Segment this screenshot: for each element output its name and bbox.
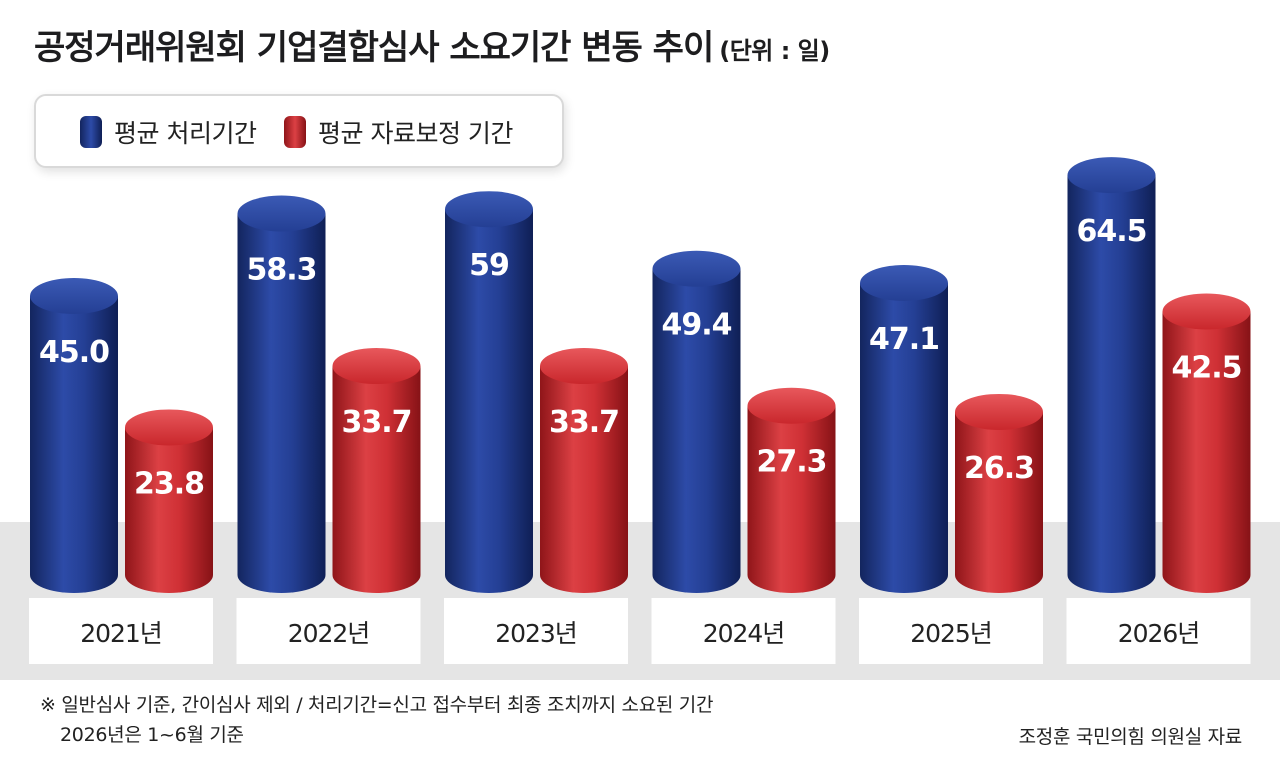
legend-item-series2: 평균 자료보정 기간 [284, 114, 513, 150]
bar-top [955, 393, 1043, 430]
bar-body [540, 366, 628, 575]
bar-correction-1: 23.8 [125, 409, 213, 593]
bar-top [445, 191, 533, 228]
legend-item-series1: 평균 처리기간 [80, 114, 257, 150]
bar-top [30, 278, 118, 314]
source-credit: 조정훈 국민의힘 의원실 자료 [1018, 726, 1243, 748]
legend: 평균 처리기간 평균 자료보정 기간 [34, 94, 564, 168]
bar-correction-5: 26.3 [955, 393, 1043, 593]
legend-label-series2: 평균 자료보정 기간 [318, 119, 513, 148]
bar-processing-3: 59 [445, 191, 533, 593]
category-box [651, 598, 836, 664]
legend-swatch-blue [80, 116, 102, 148]
data-label: 49.4 [661, 308, 731, 343]
bar-body [1162, 311, 1251, 575]
category-box [444, 598, 628, 664]
bar-top [332, 348, 421, 385]
bars-layer: 45.0 23.8 58.3 33.7 59 33.7 49.4 27.3 47.1 26.3 64… [30, 157, 1251, 593]
bar-body [652, 268, 741, 575]
bar-body [1067, 175, 1156, 575]
chart-title: 공정거래위원회 기업결합심사 소요기간 변동 추이 (단위 : 일) [34, 28, 830, 68]
bar-body [30, 296, 118, 575]
bar-top [237, 195, 326, 232]
category-label: 2024년 [703, 619, 785, 648]
bar-top [1067, 157, 1156, 194]
bar-body [237, 213, 326, 576]
footnote-line1: ※ 일반심사 기준, 간이심사 제외 / 처리기간=신고 접수부터 최종 조치까… [40, 694, 714, 716]
bar-correction-3: 33.7 [540, 348, 628, 593]
bar-correction-2: 33.7 [332, 348, 421, 593]
footnote-line2: 2026년은 1~6월 기준 [60, 724, 244, 746]
legend-swatch-red [284, 116, 306, 148]
bar-top [860, 264, 948, 301]
category-label: 2023년 [495, 619, 577, 648]
category-box [859, 598, 1043, 664]
bar-processing-5: 47.1 [860, 264, 948, 593]
bar-top [652, 250, 741, 287]
data-label: 64.5 [1076, 214, 1146, 249]
bar-correction-6: 42.5 [1162, 293, 1251, 593]
footnote: ※ 일반심사 기준, 간이심사 제외 / 처리기간=신고 접수부터 최종 조치까… [40, 690, 713, 750]
category-label: 2021년 [80, 619, 162, 648]
data-label: 33.7 [341, 405, 411, 440]
bar-processing-1: 45.0 [30, 278, 118, 593]
category-layer: 2021년 2022년 2023년 2024년 2025년 2026년 [29, 598, 1251, 664]
bar-processing-2: 58.3 [237, 195, 326, 593]
data-label: 42.5 [1171, 351, 1241, 386]
bar-top [125, 409, 213, 446]
data-label: 59 [469, 248, 509, 283]
category-label: 2022년 [288, 619, 370, 648]
category-label: 2025년 [910, 619, 992, 648]
data-label: 23.8 [134, 466, 204, 501]
data-label: 27.3 [756, 445, 826, 480]
bar-body [125, 427, 213, 575]
bar-body [332, 366, 421, 575]
category-box [236, 598, 421, 664]
data-label: 26.3 [964, 451, 1034, 486]
bar-top [747, 387, 836, 424]
data-label: 47.1 [869, 322, 939, 357]
unit-label: (단위 : 일) [719, 37, 830, 65]
bar-processing-4: 49.4 [652, 250, 741, 593]
category-box [29, 598, 213, 664]
category-label: 2026년 [1118, 619, 1200, 648]
bar-correction-4: 27.3 [747, 387, 836, 593]
bar-body [955, 411, 1043, 575]
category-box [1066, 598, 1251, 664]
data-label: 58.3 [246, 253, 316, 288]
bottom-band [0, 680, 1280, 776]
data-label: 45.0 [39, 335, 109, 370]
bar-processing-6: 64.5 [1067, 157, 1156, 593]
bar-top [540, 348, 628, 385]
data-label: 33.7 [549, 405, 619, 440]
bar-body [445, 209, 533, 575]
bar-body [747, 405, 836, 575]
bar-body [860, 282, 948, 575]
legend-label-series1: 평균 처리기간 [114, 119, 257, 148]
bar-top [1162, 293, 1251, 330]
